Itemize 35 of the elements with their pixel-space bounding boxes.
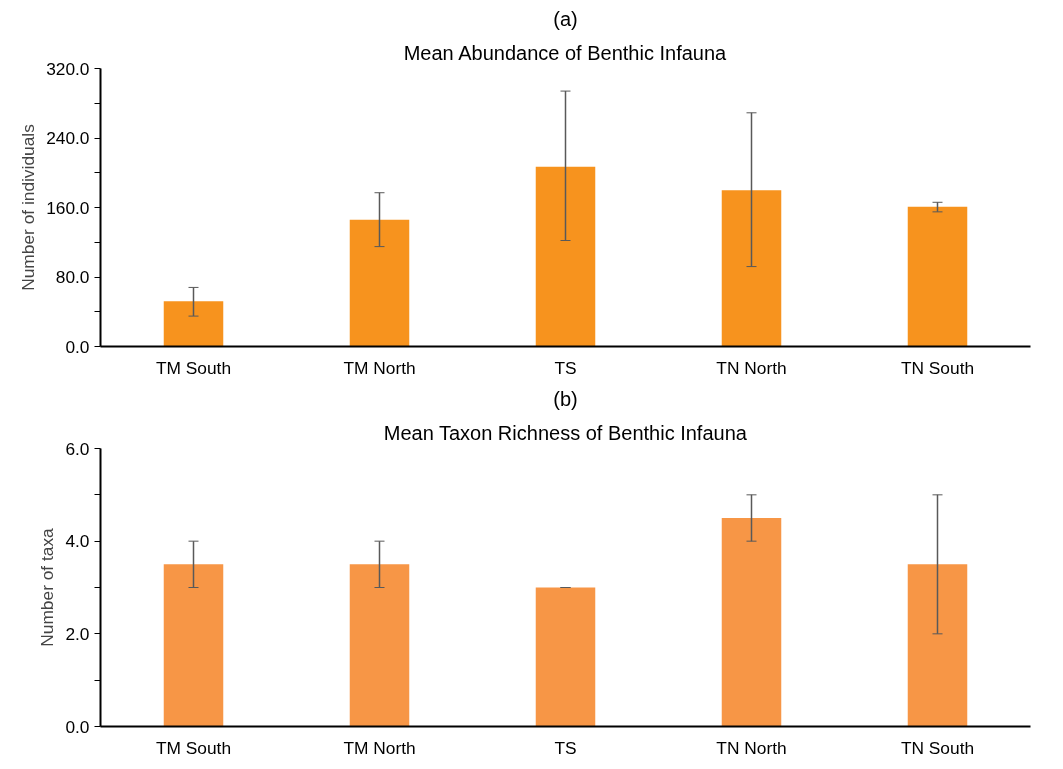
y-tick-label: 320.0 [46, 58, 90, 79]
bar [907, 206, 968, 347]
y-tick-label: 6.0 [65, 438, 90, 459]
x-tick-label: TM South [155, 357, 232, 378]
chart-title: (b) [553, 387, 578, 410]
x-tick-label: TS [554, 357, 577, 378]
x-tick-label: TM North [343, 737, 416, 758]
x-tick-label: TN North [716, 737, 787, 758]
x-tick-label: TN South [900, 737, 975, 758]
y-tick-label: 0.0 [65, 716, 90, 737]
x-tick-label: TS [554, 737, 577, 758]
chart-title: (a) [553, 7, 578, 30]
y-axis-title: Number of taxa [37, 527, 58, 647]
y-tick-label: 4.0 [65, 531, 90, 552]
bar [721, 518, 782, 727]
bar [163, 301, 224, 347]
y-tick-label: 80.0 [55, 267, 90, 287]
bar [535, 166, 596, 347]
bar [163, 564, 224, 727]
chart-subtitle: Mean Taxon Richness of Benthic Infauna [383, 421, 748, 444]
x-tick-label: TM North [343, 357, 416, 378]
y-tick-label: 240.0 [46, 128, 90, 148]
x-tick-label: TN North [716, 357, 787, 378]
bar [907, 564, 968, 727]
bar [349, 219, 410, 347]
bar [721, 190, 782, 347]
x-tick-label: TN South [900, 357, 975, 378]
chart-subtitle: Mean Abundance of Benthic Infauna [403, 41, 728, 64]
y-tick-label: 2.0 [65, 623, 90, 644]
y-axis-title: Number of individuals [18, 123, 39, 291]
bar [535, 587, 596, 727]
bar [349, 564, 410, 727]
y-tick-label: 160.0 [46, 197, 90, 218]
x-tick-label: TM South [155, 737, 232, 758]
y-tick-label: 0.0 [65, 336, 90, 357]
